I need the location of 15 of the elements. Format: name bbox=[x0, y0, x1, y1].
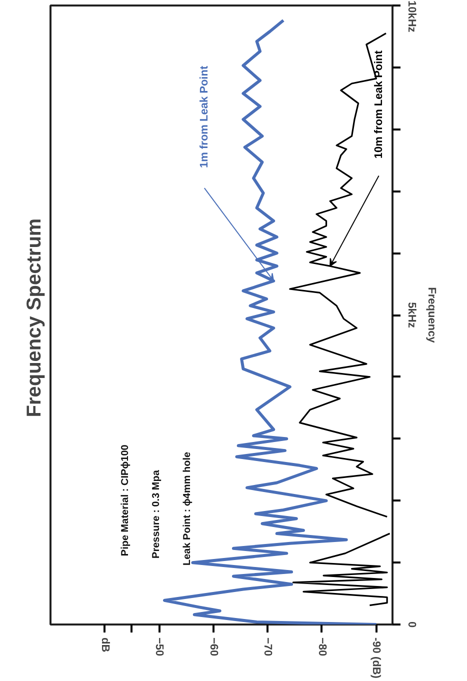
annotation: Pipe Material : CIPϕ100 bbox=[120, 444, 132, 556]
y-tick-label: 10kHz bbox=[406, 0, 418, 33]
x-tick-label: −60 bbox=[207, 638, 220, 656]
x-tick-label: -90 (dB) bbox=[370, 638, 382, 679]
y-axis-title: Frequency bbox=[426, 287, 438, 344]
x-tick-label: −80 bbox=[316, 638, 328, 656]
y-tick-label: 0 bbox=[406, 621, 418, 628]
text: 1m from Leak Point bbox=[198, 66, 210, 168]
text: Frequency Spectrum bbox=[24, 218, 46, 418]
x-tick-label: dB bbox=[98, 638, 111, 652]
annotation: Leak Point : ϕ4mm hole bbox=[182, 451, 193, 566]
y-tick-label: 5kHz bbox=[406, 302, 418, 328]
x-tick-label: −50 bbox=[153, 638, 166, 656]
annotation: Pressure : 0.3 Mpa bbox=[151, 470, 162, 558]
x-tick-label: −70 bbox=[262, 638, 274, 656]
